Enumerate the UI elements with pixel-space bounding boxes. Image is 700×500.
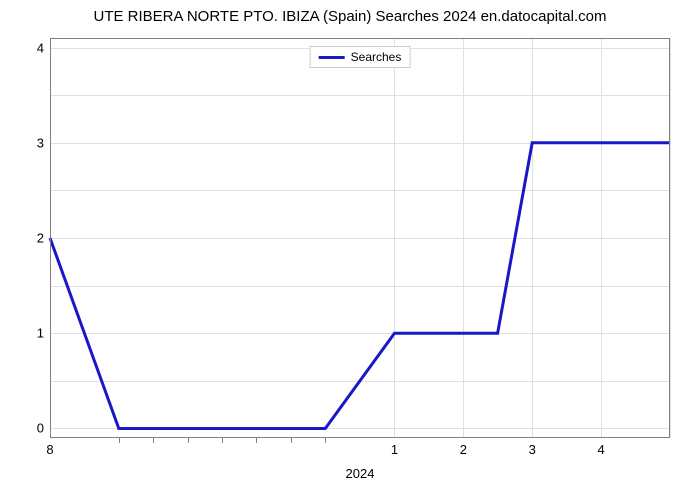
x-tick-label: 3 [529, 442, 536, 457]
x-tick-label: 8 [46, 442, 53, 457]
legend-swatch [319, 56, 345, 59]
x-tick-label: 2 [460, 442, 467, 457]
y-tick-label: 2 [37, 231, 44, 246]
x-axis-label: 2024 [346, 466, 375, 481]
x-tick-label: 4 [597, 442, 604, 457]
plot-area: 0 1 2 3 4 8 1 2 3 4 2024 Searches [50, 38, 670, 438]
line-series-svg [50, 38, 670, 438]
legend: Searches [310, 46, 411, 68]
y-tick-label: 0 [37, 421, 44, 436]
legend-label: Searches [351, 50, 402, 64]
x-tick-label: 1 [391, 442, 398, 457]
chart-title: UTE RIBERA NORTE PTO. IBIZA (Spain) Sear… [0, 8, 700, 25]
y-tick-label: 4 [37, 40, 44, 55]
y-tick-label: 3 [37, 135, 44, 150]
y-tick-label: 1 [37, 326, 44, 341]
chart-container: UTE RIBERA NORTE PTO. IBIZA (Spain) Sear… [0, 0, 700, 500]
